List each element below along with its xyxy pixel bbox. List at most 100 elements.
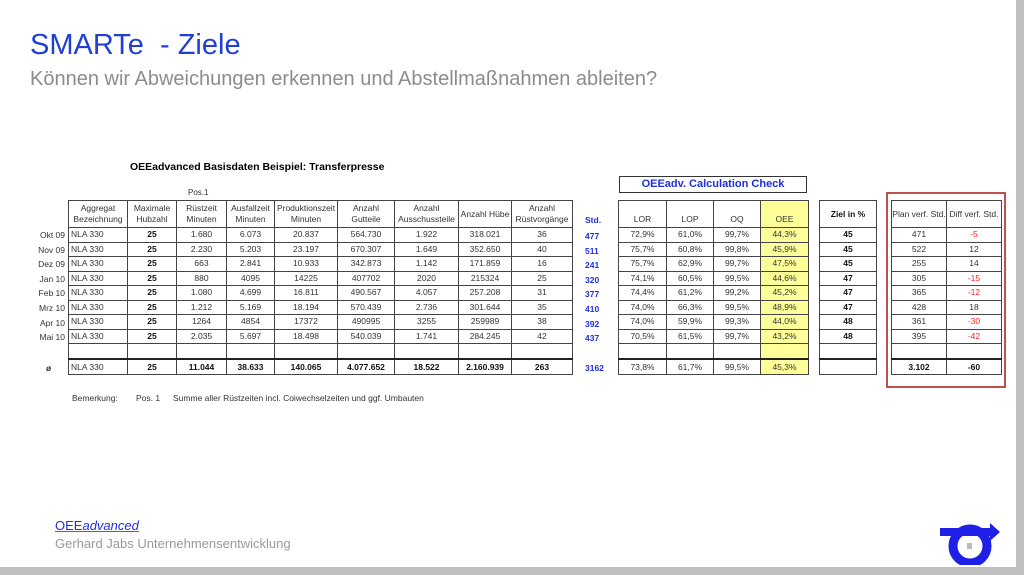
column-header: Anzahl Rüstvorgänge: [511, 200, 573, 228]
cell: 3255: [394, 314, 459, 330]
total-cell: NLA 330: [68, 358, 128, 375]
month-label: Mrz 10: [39, 302, 65, 313]
cell: 62,9%: [666, 256, 714, 272]
table-title: OEEadvanced Basisdaten Beispiel: Transfe…: [130, 161, 385, 173]
cell: 361: [891, 314, 947, 330]
cell: [819, 358, 877, 375]
table-row: NLA 330 25 880 4095 14225 407702 2020 215324 25: [68, 270, 573, 286]
cell: 1.649: [394, 241, 459, 257]
cell: [713, 343, 761, 360]
slide-title: SMARTe - Ziele: [30, 29, 241, 61]
table-row: 522 12: [891, 241, 1002, 257]
cell: 74,4%: [618, 285, 667, 301]
cell: 99,3%: [713, 314, 761, 330]
table-row: 75,7% 62,9% 99,7% 47,5%: [618, 256, 809, 272]
table-row: 45: [819, 256, 877, 272]
pos1-label: Pos.1: [188, 188, 209, 197]
cell: 36: [511, 227, 573, 243]
column-header: Ziel in %: [819, 200, 877, 228]
cell: 48: [819, 328, 877, 344]
table-row: NLA 330 25 1.080 4.699 16.811 490.567 4.057 257…: [68, 285, 573, 301]
std-value: 320: [585, 274, 600, 285]
table-row: 72,9% 61,0% 99,7% 44,3%: [618, 227, 809, 243]
brand-suffix: advanced: [82, 518, 139, 533]
cell: -5: [946, 227, 1002, 243]
cell: 47: [819, 270, 877, 286]
total-row: 73,8% 61,7% 99,5% 45,3%: [618, 358, 809, 375]
cell: 72,9%: [618, 227, 667, 243]
cell: [458, 343, 512, 360]
cell: 10.933: [274, 256, 338, 272]
empty-row: [819, 343, 877, 360]
column-header: OEE: [760, 200, 809, 228]
cell: [226, 343, 275, 360]
cell: 407702: [337, 270, 395, 286]
cell: 255: [891, 256, 947, 272]
cell: 342.873: [337, 256, 395, 272]
column-header: Rüstzeit Minuten: [176, 200, 227, 228]
cell: 25: [127, 299, 177, 315]
cell: 61,5%: [666, 328, 714, 344]
cell: 60,8%: [666, 241, 714, 257]
cell: 301.644: [458, 299, 512, 315]
cell: 4854: [226, 314, 275, 330]
cell: 31: [511, 285, 573, 301]
cell: 99,5%: [713, 270, 761, 286]
table-row: 74,0% 66,3% 99,5% 48,9%: [618, 299, 809, 315]
cell: [819, 343, 877, 360]
cell: 23.197: [274, 241, 338, 257]
month-label: Okt 09: [39, 230, 65, 240]
cell: 44,3%: [760, 227, 809, 243]
cell: 25: [127, 328, 177, 344]
cell: 99,7%: [713, 256, 761, 272]
cell: 18: [946, 299, 1002, 315]
month-label: Dez 09: [38, 259, 65, 270]
header-row: Plan verf. Std. Diff verf. Std.: [891, 200, 1002, 228]
cell: 25: [127, 227, 177, 243]
slide: SMARTe - Ziele Können wir Abweichungen e…: [0, 0, 1016, 567]
cell: 5.169: [226, 299, 275, 315]
total-cell: 18.522: [394, 358, 459, 375]
cell: 1.142: [394, 256, 459, 272]
base-data-table: Aggregat Bezeichnung Maximale Hubzahl Rüst…: [68, 200, 573, 375]
calc-check-title: OEEadv. Calculation Check: [619, 176, 807, 193]
empty-row: [891, 343, 1002, 360]
cell: 16.811: [274, 285, 338, 301]
cell: 564.730: [337, 227, 395, 243]
cell: 540.039: [337, 328, 395, 344]
column-header: OQ: [713, 200, 761, 228]
total-cell: -60: [946, 358, 1002, 375]
column-header: Maximale Hubzahl: [127, 200, 177, 228]
cell: NLA 330: [68, 241, 128, 257]
cell: 2.230: [176, 241, 227, 257]
remark-pos: Pos. 1: [136, 393, 161, 403]
remark-text: Summe aller Rüstzeiten incl. Coiwechselz…: [173, 393, 424, 403]
cell: 1.212: [176, 299, 227, 315]
cell: 45: [819, 256, 877, 272]
column-header: Anzahl Hübe: [458, 200, 512, 228]
total-cell: 263: [511, 358, 573, 375]
cell: 25: [127, 241, 177, 257]
total-cell: 99,5%: [713, 358, 761, 375]
total-cell: 3.102: [891, 358, 947, 375]
cell: 44,6%: [760, 270, 809, 286]
cell: 670.307: [337, 241, 395, 257]
cell: 257.208: [458, 285, 512, 301]
cell: 99,7%: [713, 227, 761, 243]
total-cell: 38.633: [226, 358, 275, 375]
cell: 45,2%: [760, 285, 809, 301]
cell: 43,2%: [760, 328, 809, 344]
table-row: 365 -12: [891, 285, 1002, 301]
table-row: 70,5% 61,5% 99,7% 43,2%: [618, 328, 809, 344]
month-label: Apr 10: [39, 317, 65, 328]
brand-link[interactable]: OEEadvanced: [55, 518, 139, 533]
cell: -12: [946, 285, 1002, 301]
table-row: 45: [819, 241, 877, 257]
total-cell: 73,8%: [618, 358, 667, 375]
cell: [176, 343, 227, 360]
cell: 48,9%: [760, 299, 809, 315]
cell: 215324: [458, 270, 512, 286]
cell: 47: [819, 285, 877, 301]
table-row: NLA 330 25 2.035 5.697 18.498 540.039 1.741 284…: [68, 328, 573, 344]
total-cell: 45,3%: [760, 358, 809, 375]
